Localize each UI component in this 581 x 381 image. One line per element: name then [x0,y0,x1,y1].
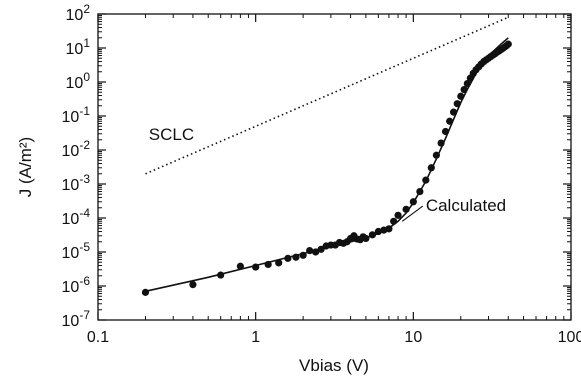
x-tick-label: 0.1 [87,329,109,346]
x-tick-label: 10 [404,329,422,346]
y-tick-label: 10-6 [62,274,91,296]
y-tick-label: 100 [66,70,91,92]
x-axis-label: Vbias (V) [299,356,369,375]
x-tick-labels: 0.1 1 10 100 [87,329,581,346]
sclc-line [145,16,509,175]
y-tick-label: 10-2 [62,138,91,160]
x-tick-label: 1 [251,329,260,346]
data-point [394,211,402,219]
calculated-annotation: Calculated [426,196,506,215]
y-axis-label: J (A/m²) [16,137,35,197]
series-layer [141,16,512,296]
y-tick-label: 10-5 [62,240,91,262]
tick-marks [97,13,572,321]
calculated-pointer-line [401,205,424,222]
y-tick-label: 10-7 [62,308,91,330]
data-point [275,259,283,267]
y-tick-label: 102 [66,2,91,24]
y-tick-label: 10-4 [62,206,91,228]
y-tick-label: 101 [66,36,91,58]
annotation-layer: SCLC Calculated [149,125,506,222]
calculated-line [145,37,509,293]
data-point [189,280,197,289]
plot-frame [97,13,572,321]
y-tick-label: 10-1 [62,104,91,126]
data-point [141,288,150,296]
sclc-annotation: SCLC [149,125,194,144]
data-point [504,40,512,48]
y-tick-labels: 10-7 10-6 10-5 10-4 10-3 10-2 10-1 100 101 102 [62,2,91,330]
x-tick-label: 100 [558,329,581,346]
y-tick-label: 10-3 [62,172,91,194]
